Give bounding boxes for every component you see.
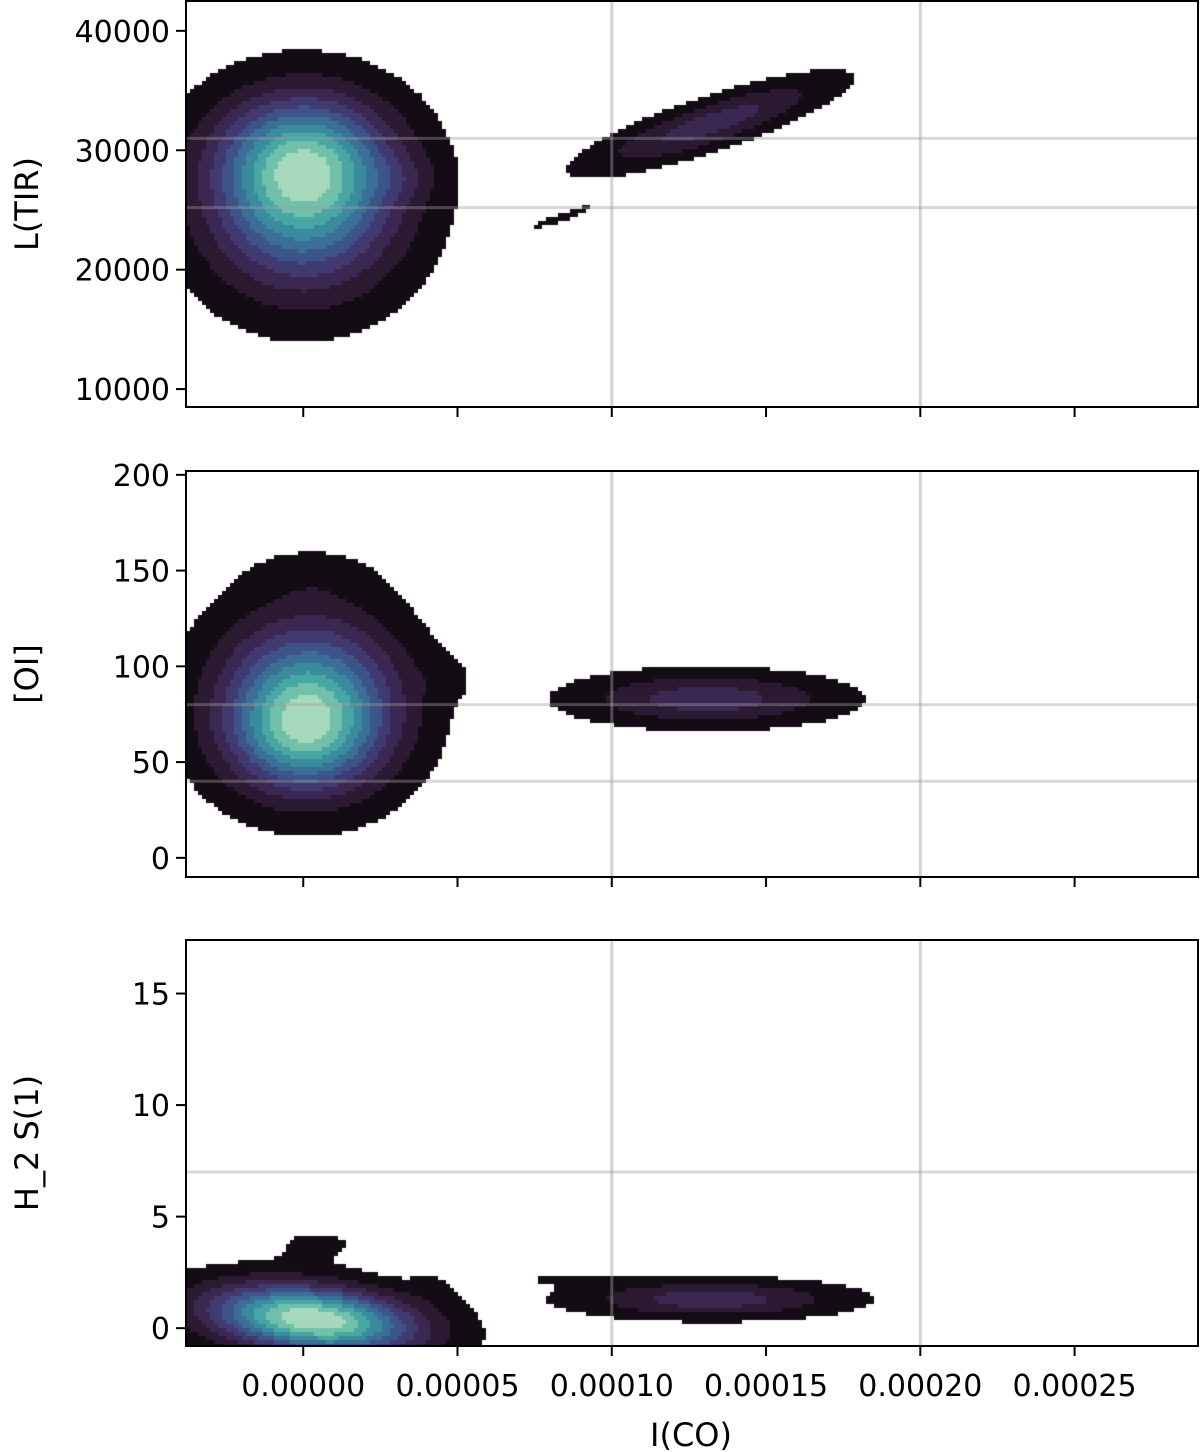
- y-tick-label: 200: [113, 459, 170, 494]
- y-tick-label: 5: [151, 1201, 170, 1236]
- axes-frame: [185, 0, 1199, 408]
- x-tick-label: 0.00020: [858, 1369, 982, 1404]
- x-tick-label: 0.00000: [241, 1369, 365, 1404]
- y-tick-label: 10000: [75, 373, 170, 408]
- y-tick-label: 0: [151, 842, 170, 877]
- panel-oi: 0 50 100 150 200 [OI]: [8, 459, 1199, 887]
- x-tick-label: 0.00010: [550, 1369, 674, 1404]
- y-axis-label: L(TIR): [8, 157, 46, 251]
- density-contours-tir: [186, 1, 1198, 407]
- y-tick-label: 150: [113, 555, 170, 590]
- y-tick-label: 40000: [75, 15, 170, 50]
- y-tick-label: 100: [113, 650, 170, 685]
- axes-frame: [185, 939, 1199, 1347]
- axes-frame: [185, 470, 1199, 878]
- y-tick-label: 20000: [75, 254, 170, 289]
- x-axis-label: I(CO): [650, 1416, 732, 1452]
- y-tick-label: 15: [132, 978, 170, 1013]
- panel-h2: 0 5 10 15 0.00000 0.00005 0.00010 0.00015 0.0002…: [8, 939, 1199, 1404]
- panel-tir: 10000 20000 30000 40000 L(TIR): [8, 0, 1199, 417]
- density-contours-oi: [186, 471, 1198, 877]
- y-axis-label: H_2 S(1): [8, 1075, 46, 1211]
- x-tick-label: 0.00015: [704, 1369, 828, 1404]
- density-contours-h2: [186, 940, 1198, 1346]
- x-tick-label: 0.00025: [1013, 1369, 1137, 1404]
- y-tick-label: 30000: [75, 134, 170, 169]
- y-tick-label: 0: [151, 1312, 170, 1347]
- y-tick-label: 10: [132, 1089, 170, 1124]
- y-axis-label: [OI]: [8, 644, 46, 704]
- y-tick-label: 50: [132, 746, 170, 781]
- x-tick-label: 0.00005: [395, 1369, 519, 1404]
